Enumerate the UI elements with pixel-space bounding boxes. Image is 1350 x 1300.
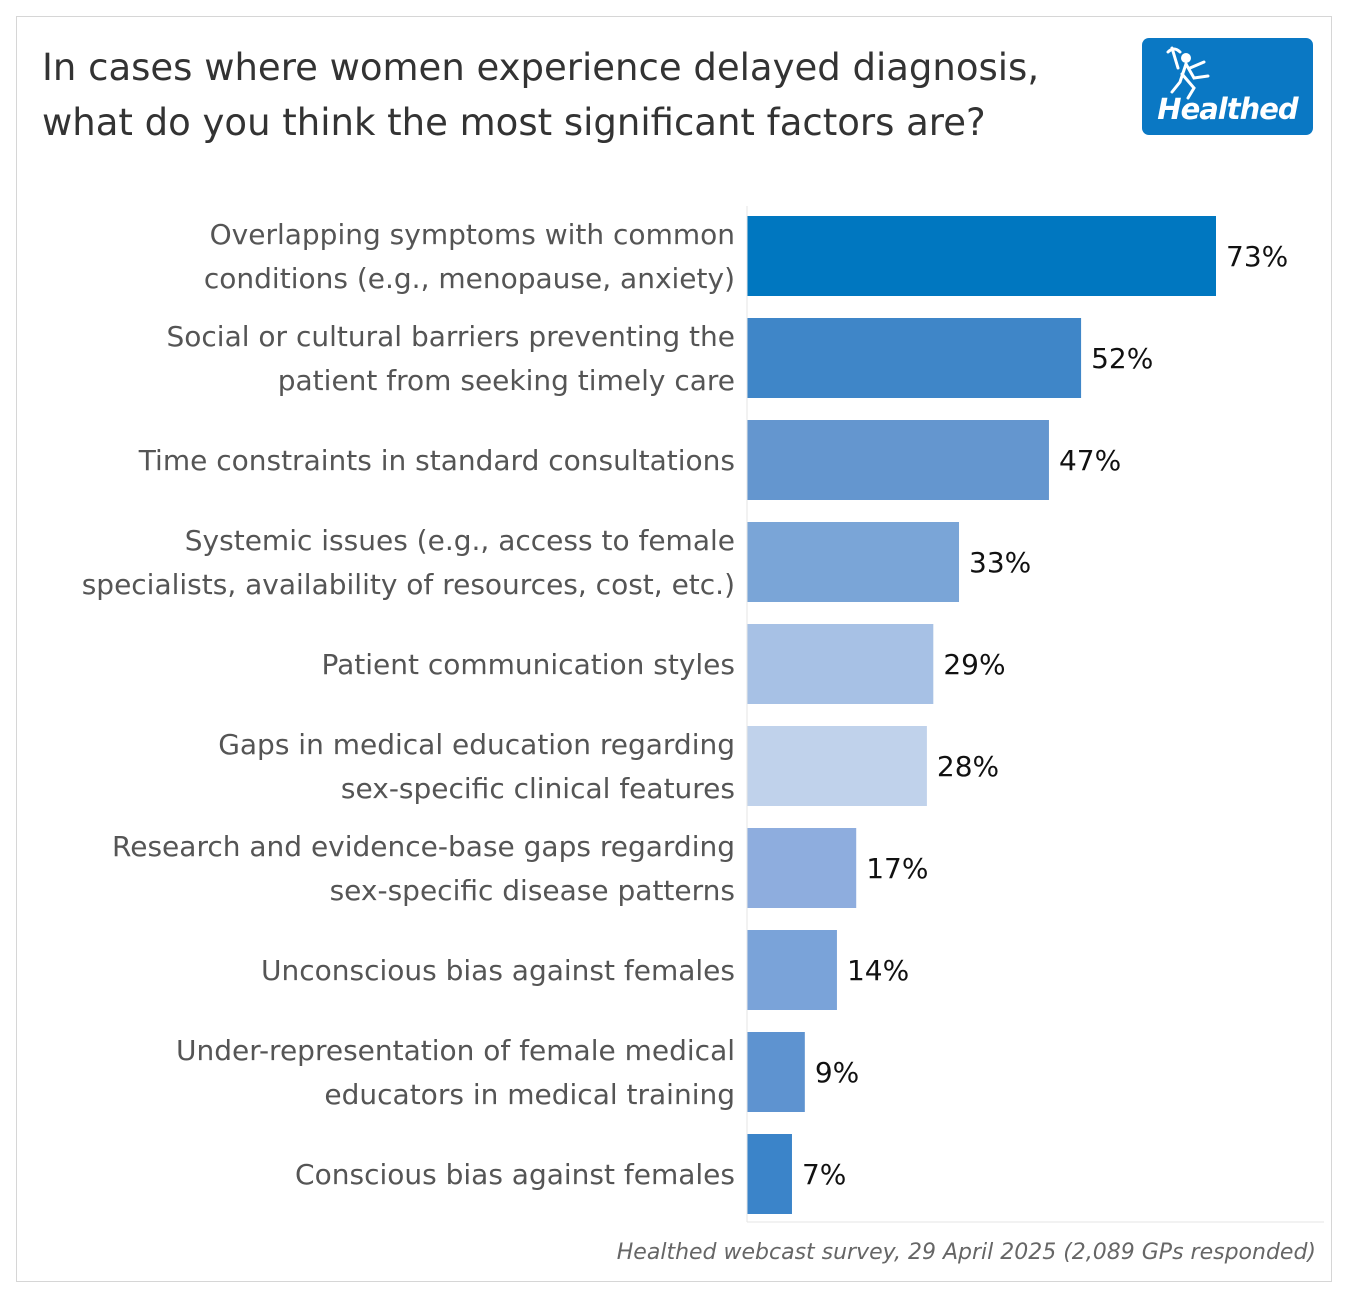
bar-5: [747, 624, 934, 704]
category-label-line: Under-representation of female medical: [176, 1034, 735, 1067]
healthed-logo: Healthed: [1142, 38, 1313, 135]
category-label-line: Time constraints in standard consultatio…: [138, 444, 735, 477]
category-label-4: Systemic issues (e.g., access to female s…: [82, 524, 735, 601]
category-label-line: specialists, availability of resources, …: [82, 568, 735, 601]
bar-1: [747, 216, 1216, 296]
category-label-8: Unconscious bias against females: [261, 954, 735, 987]
value-label-1: 73%: [1226, 240, 1288, 273]
category-label-2: Social or cultural barriers preventing t…: [167, 320, 736, 397]
category-label-line: Social or cultural barriers preventing t…: [167, 320, 736, 353]
category-label-10: Conscious bias against females: [295, 1158, 735, 1191]
bar-4: [747, 522, 960, 602]
runner-with-staff-icon: [1166, 46, 1210, 100]
category-label-line: Research and evidence-base gaps regardin…: [112, 830, 735, 863]
category-label-line: sex-specific clinical features: [341, 772, 735, 805]
chart-title: In cases where women experience delayed …: [42, 46, 1040, 144]
value-label-8: 14%: [847, 954, 909, 987]
bar-7: [747, 828, 857, 908]
logo-text: Healthed: [1157, 92, 1298, 126]
category-label-line: Conscious bias against females: [295, 1158, 735, 1191]
category-label-line: Patient communication styles: [321, 648, 735, 681]
value-label-3: 47%: [1059, 444, 1121, 477]
category-label-line: educators in medical training: [324, 1078, 735, 1111]
category-label-5: Patient communication styles: [321, 648, 735, 681]
category-label-line: sex-specific disease patterns: [330, 874, 735, 907]
category-label-line: Systemic issues (e.g., access to female: [185, 524, 735, 557]
value-label-2: 52%: [1091, 342, 1153, 375]
value-label-5: 29%: [943, 648, 1005, 681]
bar-6: [747, 726, 927, 806]
value-label-9: 9%: [815, 1056, 859, 1089]
source-note: Healthed webcast survey, 29 April 2025 (…: [616, 1240, 1316, 1265]
value-label-7: 17%: [866, 852, 928, 885]
category-label-7: Research and evidence-base gaps regardin…: [112, 830, 735, 907]
bar-8: [747, 930, 837, 1010]
category-label-line: Overlapping symptoms with common: [210, 218, 735, 251]
category-label-1: Overlapping symptoms with common conditio…: [204, 218, 735, 295]
bar-10: [747, 1134, 792, 1214]
value-label-4: 33%: [969, 546, 1031, 579]
category-label-line: Gaps in medical education regarding: [218, 728, 735, 761]
category-label-line: conditions (e.g., menopause, anxiety): [204, 262, 735, 295]
bar-9: [747, 1032, 805, 1112]
value-label-10: 7%: [802, 1158, 846, 1191]
category-label-6: Gaps in medical education regarding sex-s…: [218, 728, 735, 805]
category-label-9: Under-representation of female medical ed…: [176, 1034, 735, 1111]
category-label-3: Time constraints in standard consultatio…: [138, 444, 735, 477]
value-label-6: 28%: [937, 750, 999, 783]
bar-2: [747, 318, 1082, 398]
category-label-line: patient from seeking timely care: [278, 364, 735, 397]
bar-3: [747, 420, 1049, 500]
category-label-line: Unconscious bias against females: [261, 954, 735, 987]
